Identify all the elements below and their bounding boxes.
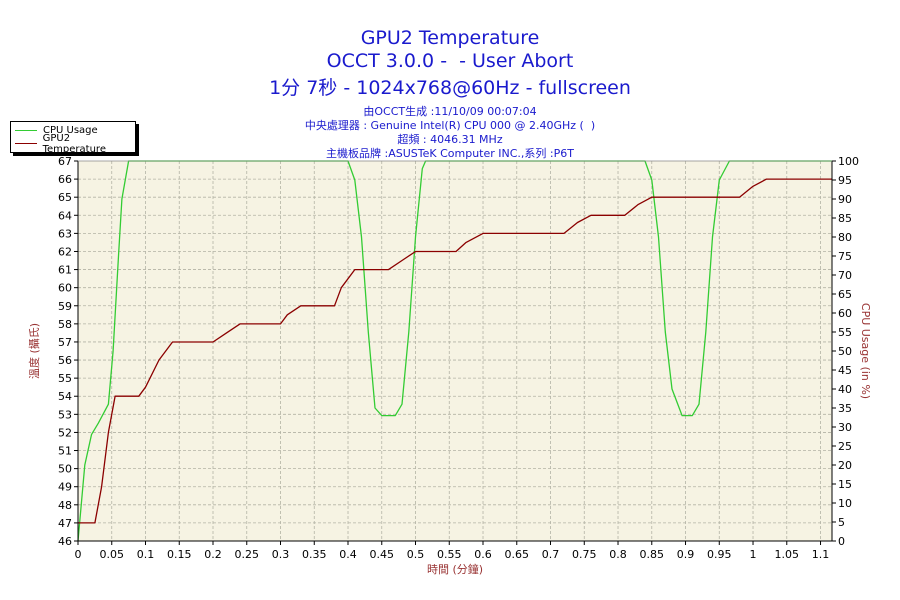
y-left-tick-label: 61 (58, 264, 72, 277)
y-right-tick-label: 100 (838, 155, 859, 168)
y-right-tick-label: 30 (838, 421, 852, 434)
y-right-tick-label: 75 (838, 250, 852, 263)
x-tick-label: 0.5 (407, 548, 425, 561)
x-tick-label: 0.15 (167, 548, 192, 561)
x-tick-label: 0.2 (204, 548, 222, 561)
y-axis-right-label: CPU Usage (in %) (859, 303, 872, 399)
x-tick-label: 1.05 (775, 548, 800, 561)
x-tick-label: 0.55 (437, 548, 462, 561)
series-line-cpu-usage (77, 160, 832, 542)
x-tick-label: 0.65 (505, 548, 530, 561)
y-left-tick-label: 52 (58, 426, 72, 439)
y-left-tick-label: 57 (58, 336, 72, 349)
series-line-gpu2-temperature (78, 178, 832, 524)
chart-title: GPU2 Temperature (360, 27, 540, 49)
x-tick-label: 1 (750, 548, 757, 561)
y-left-tick-label: 53 (58, 408, 72, 421)
y-left-tick-label: 56 (58, 354, 72, 367)
y-left-tick-label: 49 (58, 481, 72, 494)
info-clock: 超頻 : 4046.31 MHz (397, 133, 503, 146)
info-generated: 由OCCT生成 :11/10/09 00:07:04 (363, 105, 537, 118)
y-left-tick-label: 46 (58, 535, 72, 548)
y-left-tick-label: 63 (58, 227, 72, 240)
legend-label-gpu2-temperature: GPU2 Temperature (42, 132, 106, 155)
legend-swatch-cpu-usage (15, 130, 37, 131)
y-right-tick-label: 60 (838, 307, 852, 320)
y-left-tick-label: 50 (58, 463, 72, 476)
y-right-tick-label: 10 (838, 497, 852, 510)
x-tick-label: 0.35 (302, 548, 327, 561)
x-tick-label: 0.85 (640, 548, 665, 561)
y-left-tick-label: 65 (58, 191, 72, 204)
y-right-tick-label: 90 (838, 193, 852, 206)
y-left-tick-label: 58 (58, 318, 72, 331)
y-right-tick-label: 80 (838, 231, 852, 244)
y-right-tick-label: 45 (838, 364, 852, 377)
y-left-tick-label: 67 (58, 155, 72, 168)
grid-lines (78, 161, 832, 541)
legend-item-cpu-usage: CPU Usage (15, 124, 98, 137)
y-left-tick-label: 55 (58, 372, 72, 385)
info-cpu: 中央處理器 : Genuine Intel(R) CPU 000 @ 2.40G… (304, 119, 596, 132)
y-right-tick-label: 70 (838, 269, 852, 282)
y-axis-left-label: 溫度 (攝氏) (27, 323, 41, 379)
x-tick-label: 0.95 (707, 548, 732, 561)
y-right-tick-label: 95 (838, 174, 852, 187)
y-right-tick-label: 15 (838, 478, 852, 491)
info-motherboard: 主機板品牌 :ASUSTeK Computer INC.,系列 :P6T (326, 147, 574, 160)
legend-label-cpu-usage: CPU Usage (43, 125, 98, 136)
axes (74, 160, 836, 545)
x-tick-label: 0.4 (339, 548, 357, 561)
x-axis-label: 時間 (分鐘) (427, 562, 483, 576)
x-tick-label: 0.45 (370, 548, 395, 561)
y-right-tick-label: 40 (838, 383, 852, 396)
x-tick-label: 0.7 (542, 548, 560, 561)
series-layer (77, 160, 832, 542)
y-left-tick-label: 51 (58, 445, 72, 458)
y-right-tick-label: 20 (838, 459, 852, 472)
x-tick-label: 0.9 (677, 548, 695, 561)
chart-legend: CPU Usage GPU2 Temperature (10, 121, 136, 155)
y-left-tick-label: 66 (58, 173, 72, 186)
y-right-tick-label: 35 (838, 402, 852, 415)
y-left-tick-label: 47 (58, 517, 72, 530)
y-right-tick-label: 85 (838, 212, 852, 225)
x-tick-label: 0.8 (609, 548, 627, 561)
chart-subtitle-duration: 1分 7秒 - 1024x768@60Hz - fullscreen (269, 77, 631, 99)
x-tick-label: 1.1 (812, 548, 830, 561)
y-left-tick-label: 62 (58, 245, 72, 258)
x-tick-label: 0.25 (235, 548, 260, 561)
y-right-tick-label: 65 (838, 288, 852, 301)
x-tick-label: 0 (75, 548, 82, 561)
y-right-tick-label: 55 (838, 326, 852, 339)
x-tick-label: 0.6 (474, 548, 492, 561)
legend-swatch-gpu2-temperature (15, 143, 37, 144)
y-left-tick-label: 59 (58, 300, 72, 313)
tick-labels: 0 0.05 0.1 0.15 0.2 0.25 0.3 0.35 0.4 0.45 0.5 0.55… (58, 155, 859, 561)
y-right-tick-label: 5 (838, 516, 845, 529)
x-tick-label: 0.1 (137, 548, 155, 561)
y-left-tick-label: 64 (58, 209, 72, 222)
y-left-tick-label: 48 (58, 499, 72, 512)
chart-subtitle-app: OCCT 3.0.0 - - User Abort (326, 50, 574, 72)
y-left-tick-label: 54 (58, 390, 72, 403)
x-tick-label: 0.3 (272, 548, 290, 561)
x-tick-label: 0.05 (100, 548, 125, 561)
legend-item-gpu2-temperature: GPU2 Temperature (15, 133, 135, 155)
y-right-tick-label: 25 (838, 440, 852, 453)
y-right-tick-label: 50 (838, 345, 852, 358)
x-tick-label: 0.75 (572, 548, 597, 561)
y-left-tick-label: 60 (58, 282, 72, 295)
plot-area (78, 161, 832, 541)
y-right-tick-label: 0 (838, 535, 845, 548)
